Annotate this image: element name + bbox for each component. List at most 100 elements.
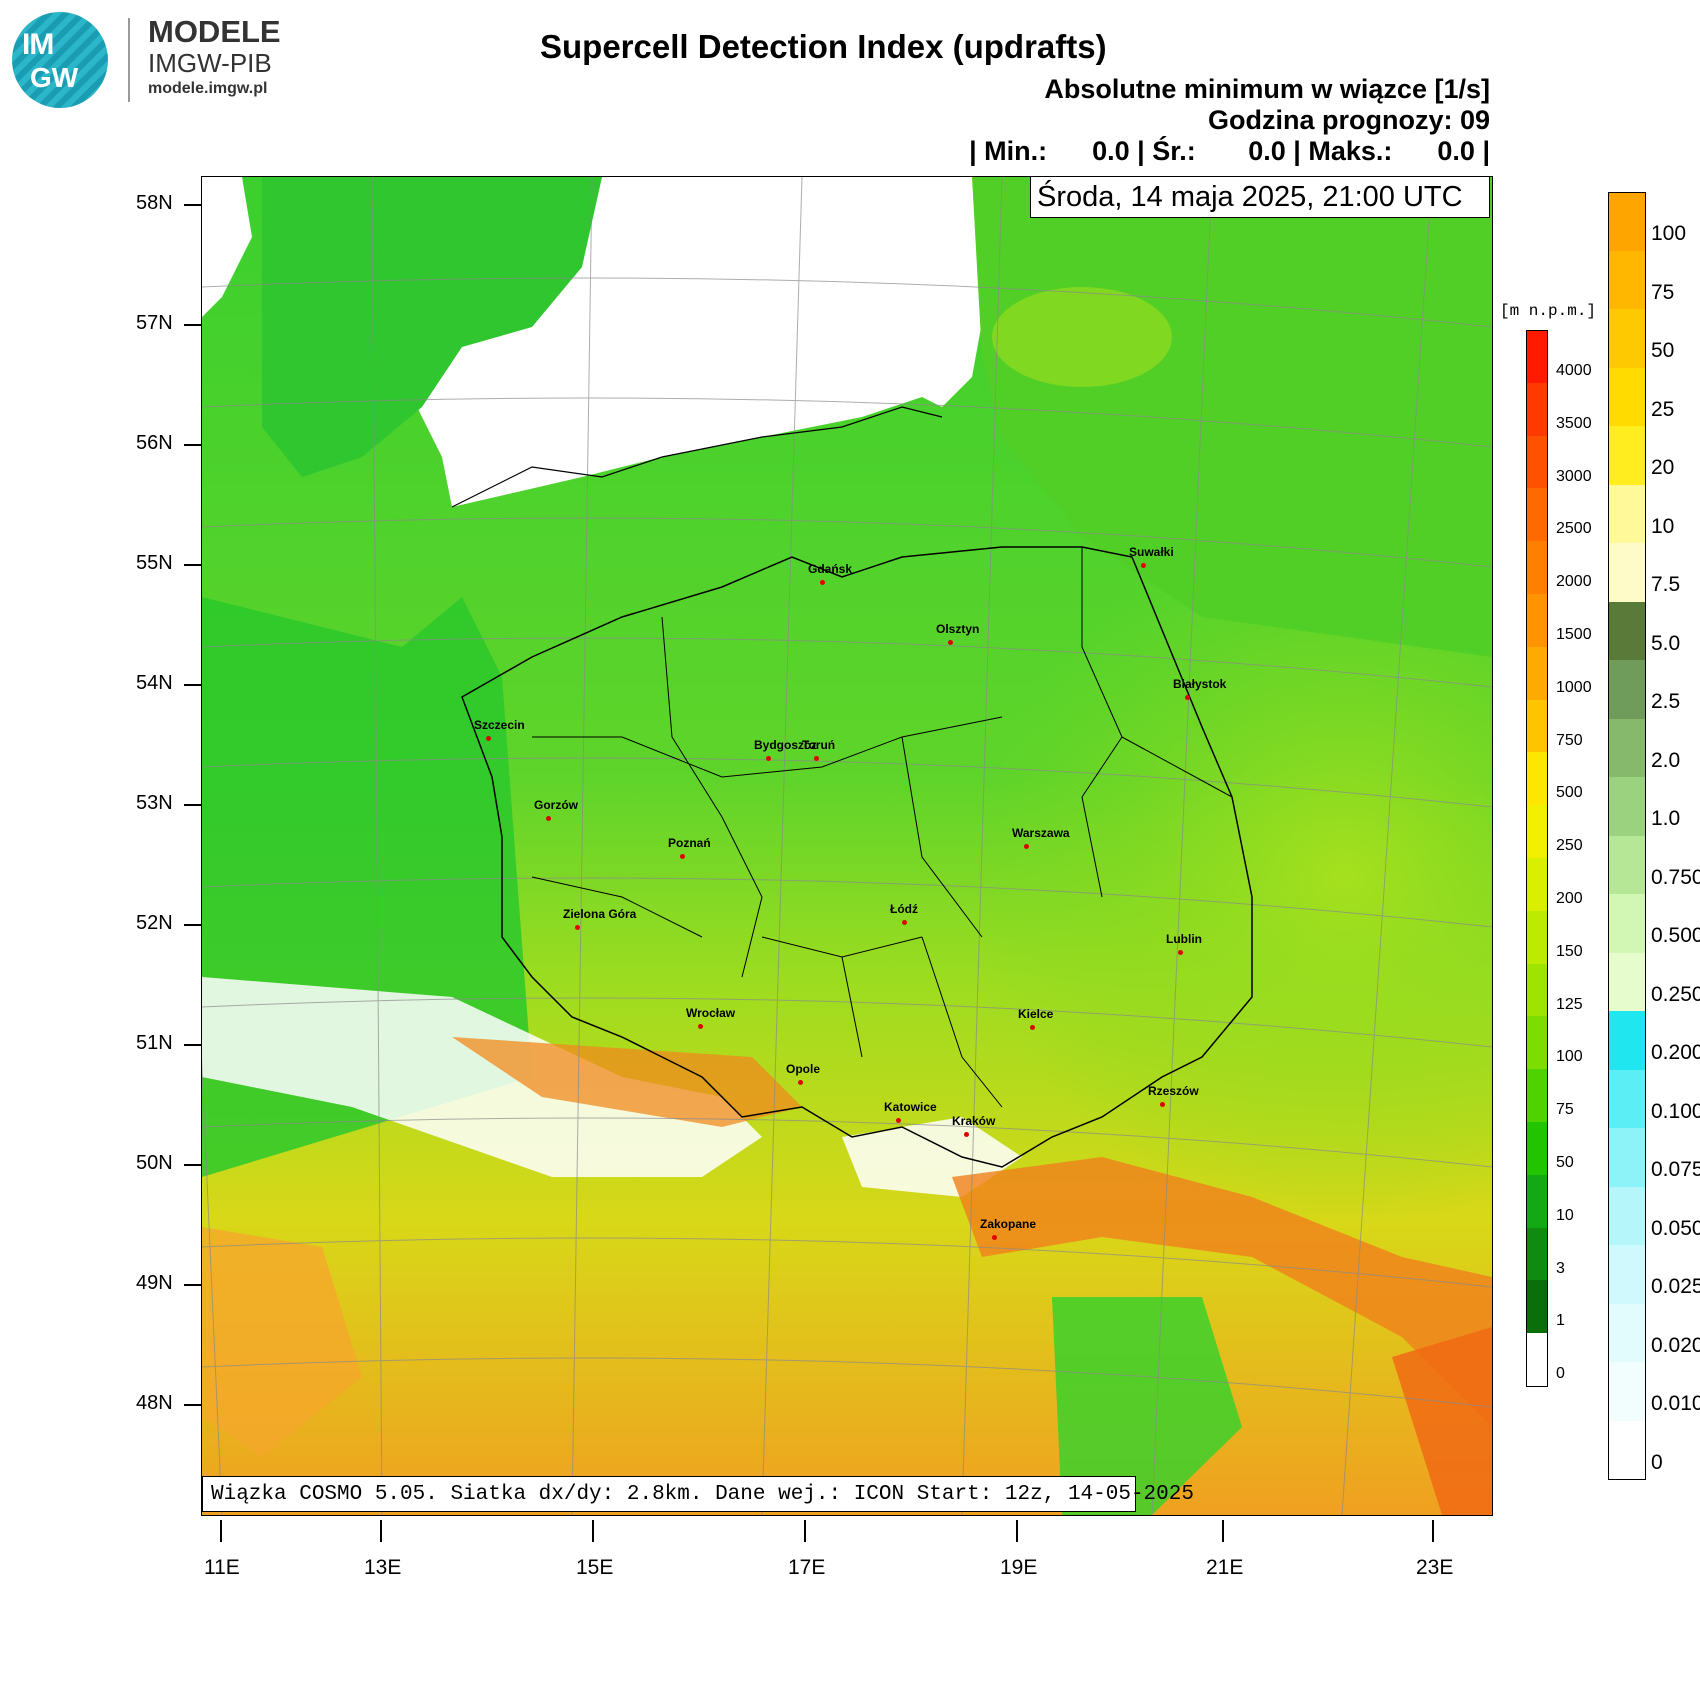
city-label: Olsztyn <box>936 622 980 636</box>
elevation-color-box <box>1526 646 1548 700</box>
legend-color-box <box>1608 309 1646 368</box>
elevation-color-box <box>1526 330 1548 384</box>
lon-tick <box>1432 1520 1434 1542</box>
city-dot <box>1141 563 1146 568</box>
city-dot <box>766 756 771 761</box>
lat-label: 50N <box>136 1152 173 1174</box>
city-label: Wrocław <box>686 1006 736 1020</box>
city-label: Kielce <box>1018 1007 1054 1021</box>
lat-label: 51N <box>136 1032 173 1054</box>
elevation-label: 100 <box>1556 1048 1583 1066</box>
elevation-unit: [m n.p.m.] <box>1500 302 1597 320</box>
legend-label: 5.0 <box>1651 631 1681 655</box>
legend-color-box <box>1608 718 1646 777</box>
lon-label: 21E <box>1206 1556 1244 1579</box>
brand-org: IMGW-PIB <box>148 48 272 78</box>
city-dot <box>1178 950 1183 955</box>
legend-label: 20 <box>1651 456 1675 479</box>
city-label: Gdańsk <box>808 562 853 576</box>
city-dot <box>964 1132 969 1137</box>
elevation-color-box <box>1526 382 1548 436</box>
lon-tick <box>804 1520 806 1542</box>
elevation-label: 1500 <box>1556 626 1592 643</box>
lat-label: 48N <box>136 1392 173 1414</box>
legend-label: 0 <box>1651 1450 1663 1474</box>
map-svg <box>202 177 1492 1515</box>
lon-label: 13E <box>364 1556 402 1579</box>
elevation-label: 750 <box>1556 731 1583 749</box>
elevation-label: 150 <box>1556 942 1583 960</box>
map-subtitle-unit: Absolutne minimum w wiązce [1/s] <box>1044 74 1490 104</box>
elevation-label: 3000 <box>1556 467 1592 485</box>
city-dot <box>1185 695 1190 700</box>
city-label: Warszawa <box>1012 826 1070 840</box>
lat-tick <box>184 204 202 206</box>
legend-color-box <box>1608 426 1646 485</box>
lat-tick <box>184 1164 202 1166</box>
elevation-color-box <box>1526 435 1548 489</box>
lat-label: 54N <box>136 672 173 694</box>
lon-tick <box>1016 1520 1018 1542</box>
city-dot <box>680 854 685 859</box>
lat-label: 52N <box>136 912 173 934</box>
legend-color-box <box>1608 660 1646 719</box>
city-label: Łódź <box>890 902 918 916</box>
elevation-color-box <box>1526 488 1548 542</box>
city-dot <box>992 1235 997 1240</box>
elevation-label: 4000 <box>1556 362 1592 379</box>
elevation-color-box <box>1526 1227 1548 1281</box>
lat-tick <box>184 1044 202 1046</box>
city-label: Zielona Góra <box>563 907 637 921</box>
city-label: Opole <box>786 1062 821 1076</box>
stats-line: | Min.: 0.0 | Śr.: 0.0 | Maks.: 0.0 | <box>969 136 1490 166</box>
lat-label: 55N <box>136 552 173 574</box>
lat-tick <box>184 804 202 806</box>
city-label: Rzeszów <box>1148 1084 1199 1098</box>
elevation-label: 10 <box>1556 1206 1574 1224</box>
elevation-label: 125 <box>1556 995 1583 1013</box>
city-label: Zakopane <box>980 1217 1037 1231</box>
legend-label: 0.500 <box>1651 924 1700 947</box>
city-dot <box>1160 1102 1165 1107</box>
elevation-label: 3500 <box>1556 414 1592 432</box>
city-dot <box>820 580 825 585</box>
city-label: Białystok <box>1173 677 1227 691</box>
elevation-color-box <box>1526 1280 1548 1334</box>
lat-label: 53N <box>136 792 173 814</box>
lon-label: 19E <box>1000 1556 1038 1579</box>
elevation-color-box <box>1526 805 1548 858</box>
legend-label: 0.010 <box>1651 1392 1700 1415</box>
legend-color-box <box>1608 1186 1646 1245</box>
city-dot <box>1024 844 1029 849</box>
city-label: Suwałki <box>1129 545 1174 559</box>
legend-label: 0.050 <box>1651 1216 1700 1240</box>
legend-color-box <box>1608 894 1646 953</box>
elevation-color-box <box>1526 1069 1548 1122</box>
legend-label: 100 <box>1651 222 1687 245</box>
city-label: Toruń <box>802 738 836 752</box>
elevation-label: 0 <box>1556 1365 1565 1383</box>
city-label: Poznań <box>668 836 711 850</box>
elevation-color-box <box>1526 963 1548 1017</box>
elevation-label: 250 <box>1556 837 1583 855</box>
city-dot <box>546 816 551 821</box>
lon-tick <box>592 1520 594 1542</box>
lon-label: 23E <box>1416 1556 1454 1579</box>
legend-color-box <box>1608 952 1646 1011</box>
logo-separator <box>128 18 130 102</box>
elevation-color-box <box>1526 1174 1548 1228</box>
legend-color-box <box>1608 192 1646 252</box>
city-label: Gorzów <box>534 798 578 812</box>
lat-tick <box>184 1284 202 1286</box>
lat-tick <box>184 1404 202 1406</box>
logo-text-line2: GW <box>30 62 79 93</box>
imgw-logo-icon <box>12 12 108 108</box>
elevation-label: 3 <box>1556 1259 1565 1277</box>
map-title: Supercell Detection Index (updrafts) <box>540 28 1107 65</box>
legend-color-box <box>1608 1420 1646 1480</box>
legend-label: 10 <box>1651 514 1675 538</box>
elevation-label: 75 <box>1556 1101 1574 1119</box>
city-dot <box>486 736 491 741</box>
city-dot <box>896 1118 901 1123</box>
lat-tick <box>184 324 202 326</box>
